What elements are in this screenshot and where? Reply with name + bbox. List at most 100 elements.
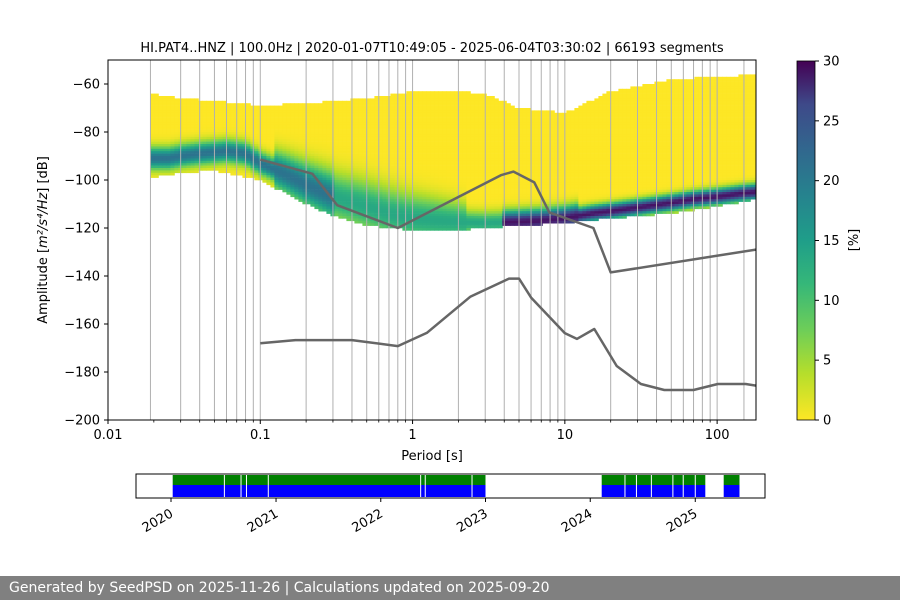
pdf-cell — [458, 206, 463, 210]
pdf-cell — [162, 156, 167, 159]
pdf-cell — [430, 182, 435, 186]
pdf-cell — [194, 112, 199, 116]
pdf-cell — [394, 96, 399, 99]
pdf-cell — [350, 175, 355, 178]
pdf-cell — [314, 108, 319, 111]
pdf-cell — [170, 134, 175, 138]
pdf-cell — [314, 170, 319, 174]
pdf-cell — [450, 122, 455, 126]
pdf-cell — [462, 153, 467, 157]
pdf-cell — [506, 201, 511, 205]
pdf-cell — [194, 148, 199, 152]
pdf-cell — [262, 108, 267, 111]
pdf-cell — [374, 129, 379, 133]
pdf-cell — [298, 182, 303, 186]
pdf-cell — [418, 175, 423, 178]
pdf-cell — [350, 122, 355, 126]
pdf-cell — [426, 223, 431, 226]
pdf-cell — [526, 189, 531, 193]
pdf-cell — [550, 144, 555, 147]
pdf-cell — [458, 192, 463, 195]
pdf-cell — [218, 158, 223, 162]
pdf-cell — [474, 153, 479, 157]
pdf-cell — [270, 105, 275, 109]
pdf-cell — [530, 170, 535, 174]
pdf-cell — [390, 223, 395, 226]
pdf-cell — [582, 127, 587, 130]
pdf-cell — [474, 206, 479, 210]
pdf-cell — [366, 201, 371, 205]
pdf-cell — [150, 108, 155, 111]
pdf-cell — [186, 129, 191, 133]
pdf-cell — [298, 110, 303, 114]
pdf-cell — [186, 141, 191, 145]
pdf-cell — [518, 132, 523, 135]
pdf-cell — [442, 158, 447, 162]
pdf-cell — [430, 220, 435, 224]
pdf-cell — [494, 213, 499, 217]
pdf-cell — [438, 129, 443, 133]
pdf-cell — [274, 122, 279, 126]
pdf-cell — [438, 158, 443, 162]
pdf-cell — [414, 146, 419, 150]
pdf-cell — [182, 112, 187, 116]
pdf-cell — [474, 196, 479, 200]
pdf-cell — [442, 189, 447, 193]
pdf-cell — [266, 156, 271, 159]
pdf-cell — [222, 100, 227, 104]
pdf-cell — [506, 223, 511, 226]
pdf-cell — [150, 100, 155, 104]
pdf-cell — [542, 129, 547, 133]
pdf-cell — [474, 93, 479, 97]
pdf-cell — [150, 146, 155, 150]
pdf-cell — [250, 124, 255, 128]
pdf-cell — [430, 192, 435, 195]
pdf-cell — [166, 136, 171, 140]
pdf-cell — [586, 168, 591, 171]
pdf-cell — [514, 158, 519, 162]
pdf-cell — [454, 220, 459, 224]
pdf-cell — [318, 117, 323, 121]
pdf-cell — [526, 132, 531, 135]
pdf-cell — [222, 136, 227, 140]
pdf-cell — [506, 115, 511, 118]
pdf-cell — [218, 165, 223, 169]
pdf-cell — [546, 132, 551, 135]
pdf-cell — [226, 144, 231, 147]
pdf-cell — [322, 182, 327, 186]
pdf-cell — [570, 206, 575, 210]
pdf-cell — [478, 120, 483, 123]
pdf-cell — [586, 158, 591, 162]
pdf-cell — [590, 117, 595, 121]
pdf-cell — [318, 201, 323, 205]
pdf-cell — [418, 122, 423, 126]
pdf-cell — [450, 172, 455, 176]
pdf-cell — [494, 218, 499, 222]
pdf-cell — [586, 163, 591, 166]
pdf-cell — [582, 206, 587, 210]
pdf-cell — [514, 108, 519, 111]
pdf-cell — [354, 220, 359, 224]
pdf-cell — [478, 170, 483, 174]
pdf-cell — [494, 223, 499, 226]
pdf-cell — [246, 160, 251, 164]
pdf-cell — [434, 115, 439, 118]
pdf-cell — [298, 180, 303, 183]
pdf-cell — [538, 216, 543, 219]
pdf-cell — [174, 112, 179, 116]
pdf-cell — [326, 134, 331, 138]
pdf-cell — [566, 148, 571, 152]
pdf-cell — [394, 216, 399, 219]
pdf-cell — [590, 105, 595, 109]
pdf-cell — [518, 196, 523, 200]
pdf-cell — [370, 189, 375, 193]
pdf-cell — [298, 160, 303, 164]
pdf-cell — [574, 124, 579, 128]
pdf-cell — [566, 124, 571, 128]
pdf-cell — [354, 187, 359, 190]
pdf-cell — [358, 122, 363, 126]
pdf-cell — [438, 112, 443, 116]
pdf-cell — [458, 196, 463, 200]
pdf-cell — [474, 144, 479, 147]
pdf-cell — [570, 144, 575, 147]
